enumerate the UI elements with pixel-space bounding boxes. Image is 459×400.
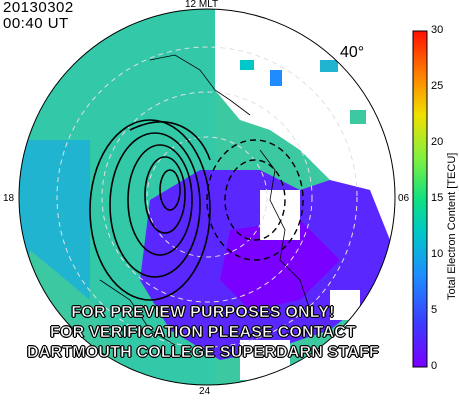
colorbar: [412, 30, 428, 368]
cbar-tick: 10: [431, 248, 444, 260]
mlt-top-label: 12 MLT: [185, 0, 219, 10]
negative-contours: [206, 139, 304, 261]
watermark-line-2: FOR VERIFICATION PLEASE CONTACT: [49, 324, 357, 342]
date-label: 20130302: [3, 0, 74, 16]
cbar-tick: 20: [431, 136, 444, 148]
watermark-line-3: DARTMOUTH COLLEGE SUPERDARN STAFF: [26, 344, 380, 362]
watermark-line-1: FOR PREVIEW PURPOSES ONLY!: [71, 304, 335, 322]
cbar-tick: 25: [431, 80, 444, 92]
time-label: 00:40 UT: [3, 15, 69, 32]
mlt-right-label: 06: [398, 193, 410, 204]
colorbar-title: Total Electron Content [TECU]: [446, 152, 458, 300]
mlt-bottom-label: 24: [199, 386, 211, 397]
mlt-left-label: 18: [3, 193, 15, 204]
coastlines: [99, 54, 311, 346]
cbar-tick: 30: [431, 24, 444, 36]
cbar-tick: 0: [431, 360, 438, 372]
potential-contours: [89, 119, 211, 301]
cbar-tick: 15: [431, 192, 444, 204]
cbar-tick: 5: [431, 304, 438, 316]
latitude-label: 40°: [340, 44, 365, 61]
